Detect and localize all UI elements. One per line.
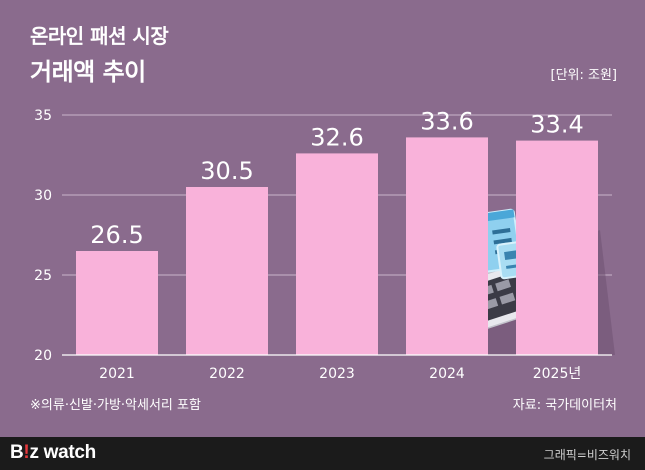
footer-bar: B!z watch 그래픽=비즈워치 <box>0 437 645 470</box>
unit-label: [단위: 조원] <box>550 68 618 83</box>
x-tick-label: 2023 <box>319 366 355 382</box>
bar <box>76 251 158 355</box>
chart-title-line1: 온라인 패션 시장 <box>30 24 169 48</box>
x-tick-label: 2024 <box>429 366 465 382</box>
footnote: ※의류·신발·가방·악세서리 포함 <box>30 398 201 413</box>
graphic-credit: 그래픽=비즈워치 <box>543 448 631 462</box>
x-tick-label: 2025년 <box>533 366 582 382</box>
x-tick-label: 2022 <box>209 366 245 382</box>
bar-value-label: 33.6 <box>420 107 473 135</box>
y-tick-label: 35 <box>34 108 52 124</box>
logo-accent: ! <box>23 442 30 463</box>
bizwatch-logo: B!z watch <box>10 442 96 464</box>
bar-value-label: 33.4 <box>530 111 583 139</box>
y-tick-label: 20 <box>34 348 52 364</box>
bar-value-label: 30.5 <box>200 157 253 185</box>
bar-value-label: 26.5 <box>90 221 143 249</box>
chart-title-line2: 거래액 추이 <box>30 58 146 86</box>
bar <box>186 187 268 355</box>
logo-prefix: B <box>10 442 24 463</box>
logo-suffix: z watch <box>29 442 96 463</box>
source-note: 자료: 국가데이터처 <box>512 398 617 413</box>
bar <box>516 140 598 355</box>
y-tick-label: 30 <box>34 188 52 204</box>
bar <box>406 137 488 355</box>
bar <box>296 153 378 355</box>
bar-value-label: 32.6 <box>310 123 363 151</box>
y-tick-label: 25 <box>34 268 52 284</box>
x-tick-label: 2021 <box>99 366 135 382</box>
